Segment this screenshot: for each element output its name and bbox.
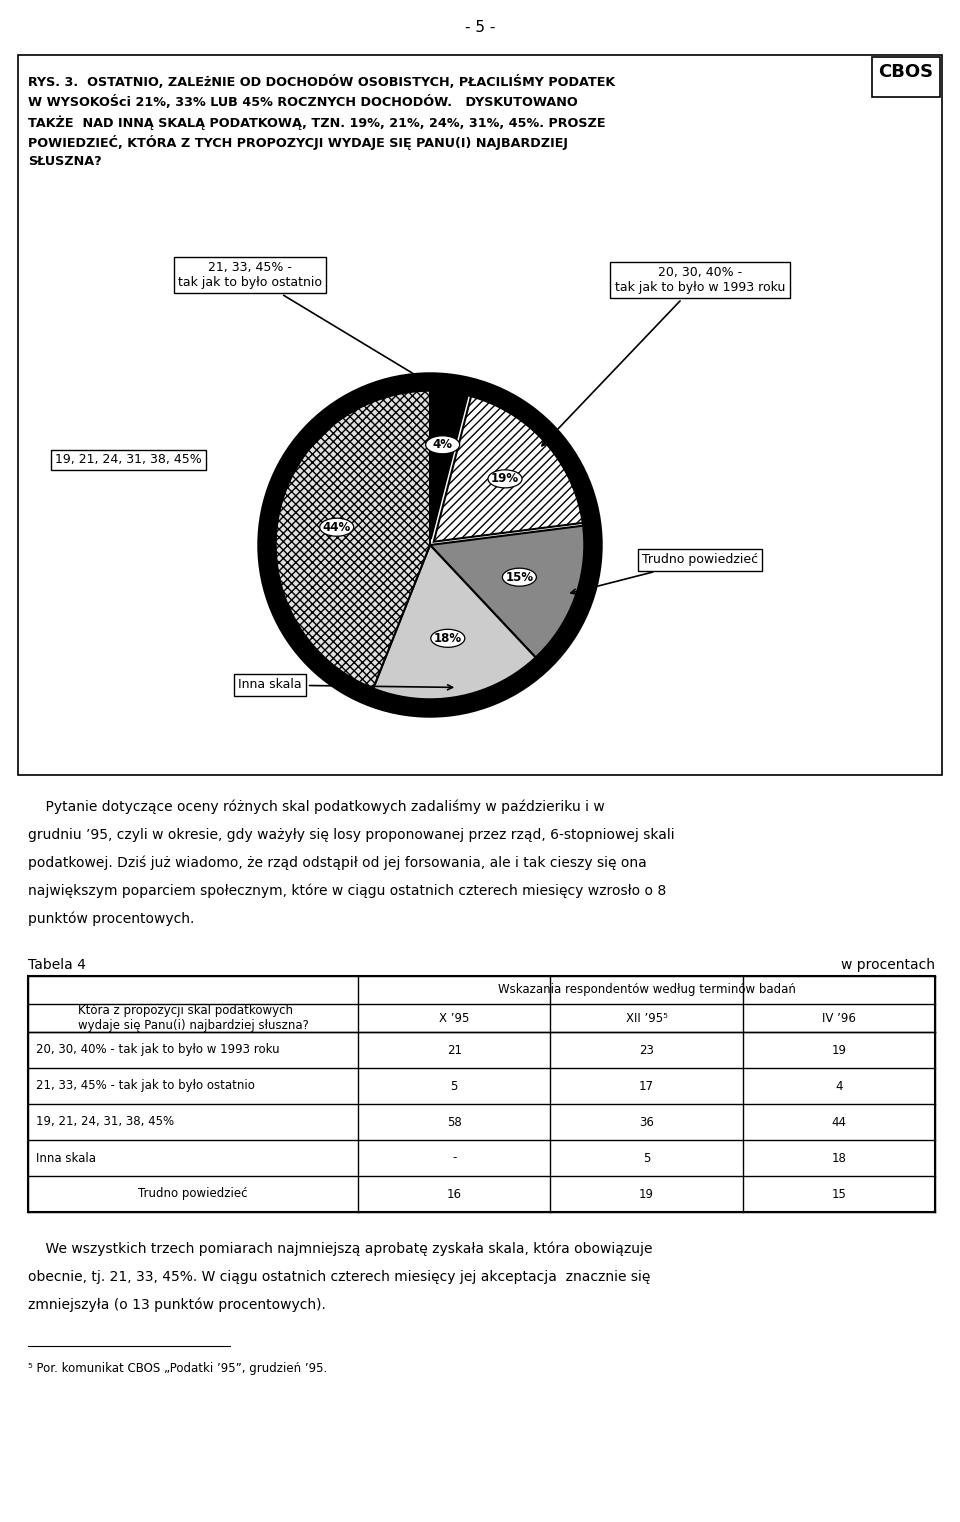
Text: zmniejszyła (o 13 punktów procentowych).: zmniejszyła (o 13 punktów procentowych). bbox=[28, 1298, 325, 1312]
Text: Pytanie dotyczące oceny różnych skal podatkowych zadaliśmy w paździeriku i w: Pytanie dotyczące oceny różnych skal pod… bbox=[28, 801, 605, 814]
Text: Która z propozycji skal podatkowych
wydaje się Panu(i) najbardziej słuszna?: Która z propozycji skal podatkowych wyda… bbox=[78, 1005, 308, 1032]
Text: W WYSOKOŚci 21%, 33% LUB 45% ROCZNYCH DOCHODÓW.   DYSKUTOWANO: W WYSOKOŚci 21%, 33% LUB 45% ROCZNYCH DO… bbox=[28, 94, 578, 110]
Text: XII ’95⁵: XII ’95⁵ bbox=[626, 1012, 667, 1024]
Text: punktów procentowych.: punktów procentowych. bbox=[28, 912, 194, 927]
Text: ⁵ Por. komunikat CBOS „Podatki ’95”, grudzień ’95.: ⁵ Por. komunikat CBOS „Podatki ’95”, gru… bbox=[28, 1362, 327, 1374]
Text: 19%: 19% bbox=[491, 472, 519, 486]
Text: 17: 17 bbox=[639, 1079, 654, 1093]
Text: -: - bbox=[452, 1152, 456, 1164]
Text: 4: 4 bbox=[835, 1079, 843, 1093]
Text: największym poparciem społecznym, które w ciągu ostatnich czterech miesięcy wzro: największym poparciem społecznym, które … bbox=[28, 884, 666, 898]
Text: 4%: 4% bbox=[433, 438, 453, 452]
Text: Wskazania respondentów według terminów badań: Wskazania respondentów według terminów b… bbox=[497, 983, 796, 997]
Text: 19: 19 bbox=[831, 1044, 847, 1056]
Text: obecnie, tj. 21, 33, 45%. W ciągu ostatnich czterech miesięcy jej akceptacja  zn: obecnie, tj. 21, 33, 45%. W ciągu ostatn… bbox=[28, 1269, 650, 1285]
Text: 23: 23 bbox=[639, 1044, 654, 1056]
Text: 44: 44 bbox=[831, 1116, 847, 1128]
Bar bbox=[18, 55, 942, 775]
Text: podatkowej. Dziś już wiadomo, że rząd odstąpił od jej forsowania, ale i tak cies: podatkowej. Dziś już wiadomo, że rząd od… bbox=[28, 855, 647, 871]
Text: SŁUSZNA?: SŁUSZNA? bbox=[28, 155, 102, 167]
Text: We wszystkich trzech pomiarach najmniejszą aprobatę zyskała skala, która obowiąz: We wszystkich trzech pomiarach najmniejs… bbox=[28, 1242, 653, 1257]
Text: 19: 19 bbox=[639, 1187, 654, 1201]
Text: 58: 58 bbox=[446, 1116, 462, 1128]
Ellipse shape bbox=[502, 568, 537, 586]
Text: POWIEDZIEĆ, KTÓRA Z TYCH PROPOZYCJI WYDAJE SIĘ PANU(I) NAJBARDZIEJ: POWIEDZIEĆ, KTÓRA Z TYCH PROPOZYCJI WYDA… bbox=[28, 135, 568, 151]
Text: 15%: 15% bbox=[505, 571, 534, 583]
Text: 21, 33, 45% - tak jak to było ostatnio: 21, 33, 45% - tak jak to było ostatnio bbox=[36, 1079, 254, 1093]
Text: 18: 18 bbox=[831, 1152, 847, 1164]
Ellipse shape bbox=[425, 435, 460, 454]
Text: 21: 21 bbox=[446, 1044, 462, 1056]
Text: 19, 21, 24, 31, 38, 45%: 19, 21, 24, 31, 38, 45% bbox=[55, 454, 202, 467]
Text: Trudno powiedzieć: Trudno powiedzieć bbox=[571, 554, 758, 594]
Text: Inna skala: Inna skala bbox=[36, 1152, 96, 1164]
Text: TAKŻE  NAD INNĄ SKALĄ PODATKOWĄ, TZN. 19%, 21%, 24%, 31%, 45%. PROSZE: TAKŻE NAD INNĄ SKALĄ PODATKOWĄ, TZN. 19%… bbox=[28, 116, 606, 129]
Text: 16: 16 bbox=[446, 1187, 462, 1201]
Bar bbox=[872, 56, 940, 97]
Text: RYS. 3.  OSTATNIO, ZALEżNIE OD DOCHODÓW OSOBISTYCH, PŁACILIŚMY PODATEK: RYS. 3. OSTATNIO, ZALEżNIE OD DOCHODÓW O… bbox=[28, 75, 615, 88]
Text: 5: 5 bbox=[450, 1079, 458, 1093]
Text: 20, 30, 40% - tak jak to było w 1993 roku: 20, 30, 40% - tak jak to było w 1993 rok… bbox=[36, 1044, 279, 1056]
Ellipse shape bbox=[488, 470, 522, 489]
Text: Trudno powiedzieć: Trudno powiedzieć bbox=[138, 1187, 248, 1201]
Text: 44%: 44% bbox=[323, 521, 350, 534]
Text: 21, 33, 45% -
tak jak to było ostatnio: 21, 33, 45% - tak jak to było ostatnio bbox=[178, 260, 444, 393]
Text: 15: 15 bbox=[831, 1187, 847, 1201]
Text: 20, 30, 40% -
tak jak to było w 1993 roku: 20, 30, 40% - tak jak to było w 1993 rok… bbox=[542, 266, 785, 446]
Text: 18%: 18% bbox=[434, 632, 462, 645]
Wedge shape bbox=[431, 384, 469, 539]
Text: Inna skala: Inna skala bbox=[238, 679, 452, 691]
Text: w procentach: w procentach bbox=[841, 957, 935, 973]
Text: - 5 -: - 5 - bbox=[465, 20, 495, 35]
Bar bbox=[28, 976, 935, 1212]
Wedge shape bbox=[434, 391, 588, 542]
Wedge shape bbox=[372, 545, 536, 700]
Ellipse shape bbox=[431, 629, 465, 647]
Wedge shape bbox=[275, 390, 430, 689]
Wedge shape bbox=[430, 525, 585, 658]
Text: 5: 5 bbox=[643, 1152, 650, 1164]
Text: 36: 36 bbox=[639, 1116, 654, 1128]
Text: IV ’96: IV ’96 bbox=[822, 1012, 855, 1024]
Text: grudniu ’95, czyli w okresie, gdy ważyły się losy proponowanej przez rząd, 6-sto: grudniu ’95, czyli w okresie, gdy ważyły… bbox=[28, 828, 675, 842]
Text: 19, 21, 24, 31, 38, 45%: 19, 21, 24, 31, 38, 45% bbox=[36, 1116, 174, 1128]
Text: CBOS: CBOS bbox=[878, 62, 933, 81]
Text: Tabela 4: Tabela 4 bbox=[28, 957, 85, 973]
Text: X ’95: X ’95 bbox=[439, 1012, 469, 1024]
Ellipse shape bbox=[320, 517, 353, 536]
